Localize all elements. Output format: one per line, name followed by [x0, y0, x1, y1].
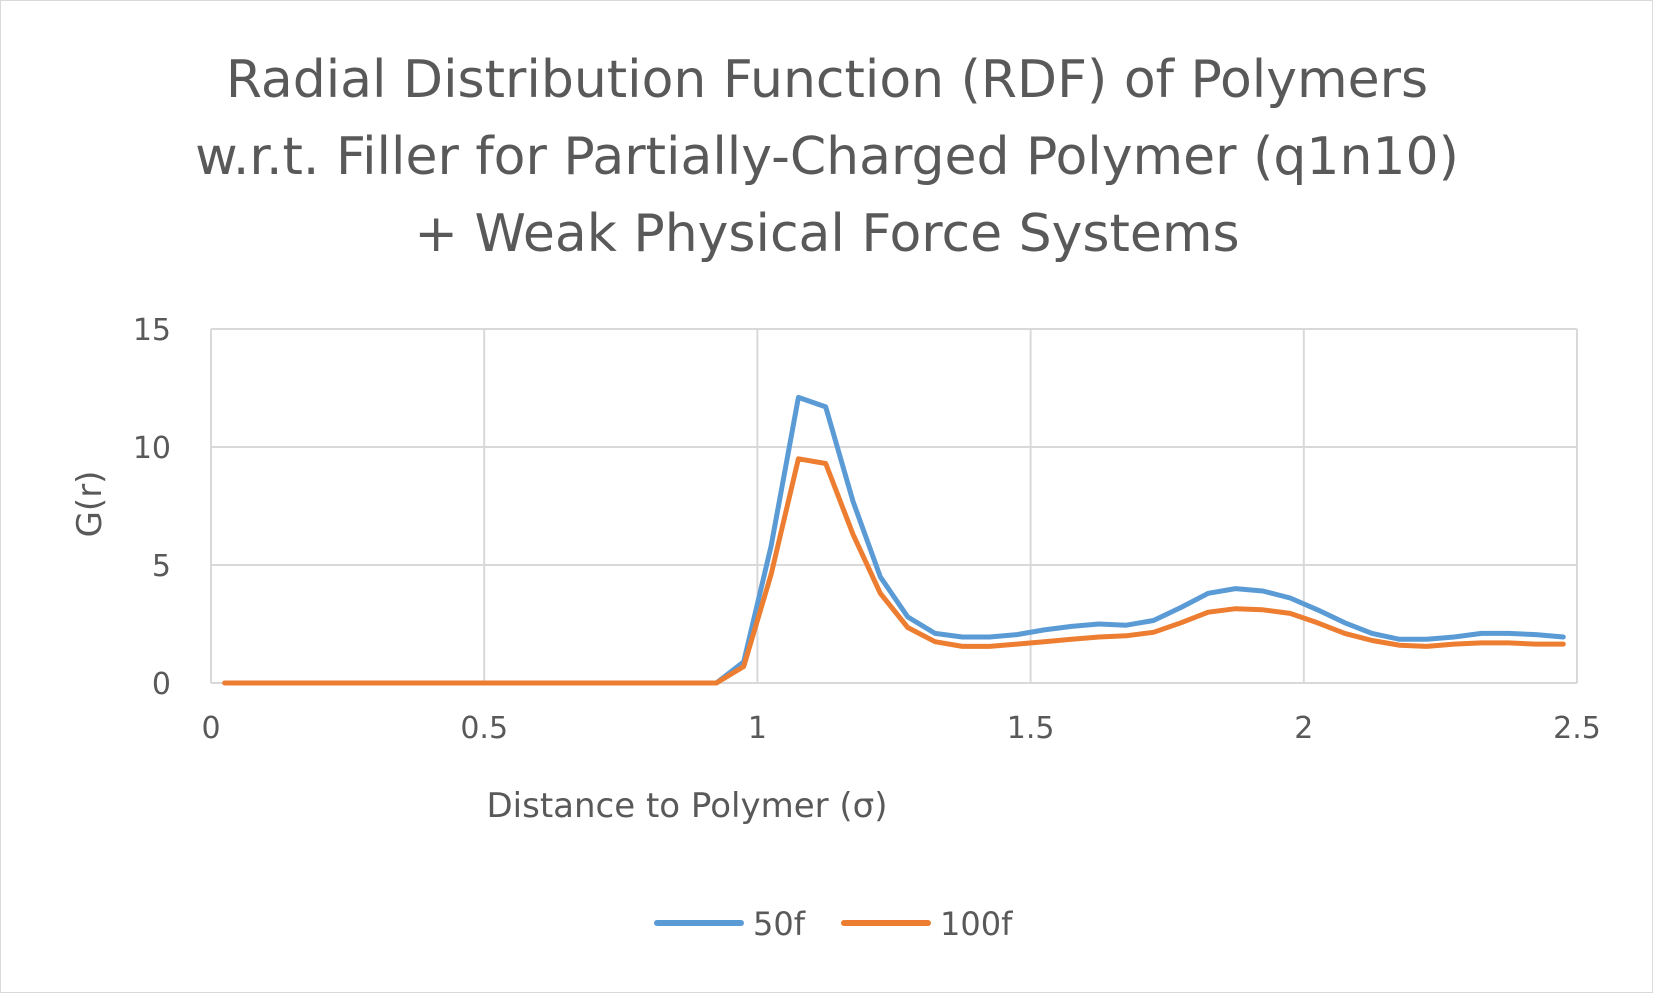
- plot-gridlines: [210, 328, 1578, 684]
- chart-title: Radial Distribution Function (RDF) of Po…: [195, 50, 1459, 264]
- x-tick-label: 0.5: [460, 711, 508, 746]
- x-tick-label: 0: [201, 711, 220, 746]
- chart-title-line-1: Radial Distribution Function (RDF) of Po…: [226, 50, 1428, 110]
- legend-item-100f[interactable]: 100f: [841, 905, 1013, 943]
- x-tick-label: 2.5: [1553, 711, 1601, 746]
- x-axis-title: Distance to Polymer (σ): [487, 786, 888, 826]
- series-line-100f: [222, 456, 1566, 686]
- y-tick-label: 0: [152, 667, 171, 702]
- x-axis-ticks: 0 0.5 1 1.5 2 2.5: [201, 711, 1600, 746]
- chart-legend[interactable]: 50f 100f: [654, 905, 1013, 943]
- y-tick-label: 15: [133, 313, 171, 348]
- x-tick-label: 2: [1294, 711, 1313, 746]
- plot-series: [222, 394, 1566, 686]
- x-tick-label: 1.5: [1007, 711, 1055, 746]
- y-tick-label: 5: [152, 549, 171, 584]
- y-axis-ticks: 0 5 10 15: [133, 313, 171, 702]
- y-axis-title: G(r): [70, 471, 110, 538]
- legend-item-50f[interactable]: 50f: [654, 905, 806, 943]
- legend-label-100f: 100f: [940, 905, 1013, 943]
- chart-title-line-3: + Weak Physical Force Systems: [414, 204, 1239, 264]
- chart-title-line-2: w.r.t. Filler for Partially-Charged Poly…: [195, 127, 1459, 187]
- x-tick-label: 1: [748, 711, 767, 746]
- y-tick-label: 10: [133, 431, 171, 466]
- legend-label-50f: 50f: [753, 905, 806, 943]
